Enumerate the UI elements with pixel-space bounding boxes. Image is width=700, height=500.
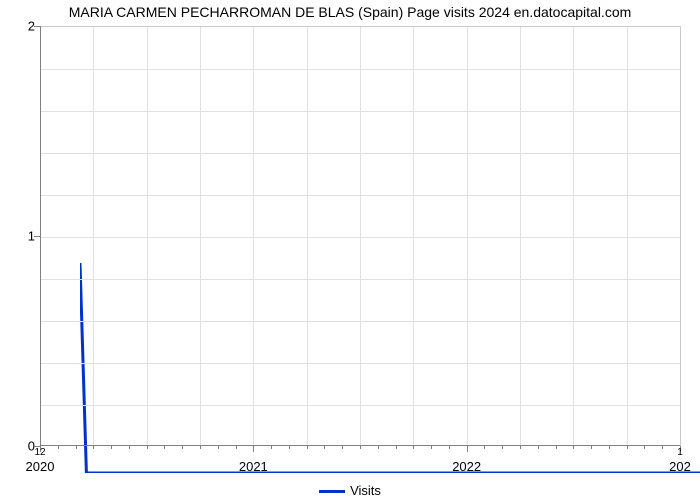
x-tick-minor-mark bbox=[467, 446, 468, 449]
x-tick-minor-mark bbox=[253, 446, 254, 449]
x-tick-minor-mark bbox=[236, 446, 237, 449]
grid-line-v bbox=[573, 27, 574, 447]
x-tick-minor-mark bbox=[324, 446, 325, 449]
x-tick-minor-mark bbox=[644, 446, 645, 449]
x-tick-minor-label-right: 1 bbox=[677, 447, 683, 458]
grid-line-v bbox=[253, 27, 254, 447]
x-tick-minor-mark bbox=[111, 446, 112, 449]
x-tick-minor-mark bbox=[413, 446, 414, 449]
x-tick-minor-mark bbox=[360, 446, 361, 449]
chart-container: MARIA CARMEN PECHARROMAN DE BLAS (Spain)… bbox=[0, 0, 700, 500]
legend-swatch bbox=[319, 490, 345, 493]
grid-line-v bbox=[360, 27, 361, 447]
x-tick-minor-mark bbox=[662, 446, 663, 449]
grid-line-v bbox=[467, 27, 468, 447]
x-tick-minor-mark bbox=[129, 446, 130, 449]
y-tick-mark bbox=[34, 26, 40, 27]
x-tick-minor-mark bbox=[520, 446, 521, 449]
x-tick-minor-mark bbox=[396, 446, 397, 449]
x-tick-minor-mark bbox=[342, 446, 343, 449]
x-tick-major-label: 202 bbox=[669, 459, 691, 474]
grid-line-v bbox=[307, 27, 308, 447]
x-tick-minor-mark bbox=[378, 446, 379, 449]
x-tick-minor-mark bbox=[609, 446, 610, 449]
x-tick-minor-mark bbox=[556, 446, 557, 449]
x-tick-minor-mark bbox=[93, 446, 94, 449]
legend-label: Visits bbox=[350, 483, 381, 498]
x-tick-minor-mark bbox=[289, 446, 290, 449]
x-tick-minor-mark bbox=[76, 446, 77, 449]
grid-line-v bbox=[627, 27, 628, 447]
x-tick-minor-mark bbox=[449, 446, 450, 449]
x-tick-major-label: 2022 bbox=[452, 459, 481, 474]
grid-line-v bbox=[93, 27, 94, 447]
x-tick-major-label: 2020 bbox=[26, 459, 55, 474]
x-tick-minor-mark bbox=[271, 446, 272, 449]
x-tick-minor-mark bbox=[307, 446, 308, 449]
x-tick-minor-label-left: 12 bbox=[34, 447, 45, 458]
grid-line-v bbox=[200, 27, 201, 447]
grid-line-v bbox=[413, 27, 414, 447]
x-tick-minor-mark bbox=[164, 446, 165, 449]
x-tick-minor-mark bbox=[147, 446, 148, 449]
x-tick-minor-mark bbox=[182, 446, 183, 449]
x-tick-minor-mark bbox=[431, 446, 432, 449]
x-tick-minor-mark bbox=[591, 446, 592, 449]
x-tick-minor-mark bbox=[58, 446, 59, 449]
data-line-visits bbox=[80, 53, 700, 473]
grid-line-v bbox=[520, 27, 521, 447]
x-tick-minor-mark bbox=[218, 446, 219, 449]
y-tick-mark bbox=[34, 236, 40, 237]
x-tick-minor-mark bbox=[200, 446, 201, 449]
x-tick-minor-mark bbox=[573, 446, 574, 449]
x-tick-minor-mark bbox=[627, 446, 628, 449]
y-axis-line bbox=[40, 26, 41, 446]
x-tick-major-label: 2021 bbox=[239, 459, 268, 474]
x-tick-minor-mark bbox=[538, 446, 539, 449]
chart-title: MARIA CARMEN PECHARROMAN DE BLAS (Spain)… bbox=[0, 4, 700, 20]
legend: Visits bbox=[0, 483, 700, 498]
x-tick-minor-mark bbox=[502, 446, 503, 449]
x-tick-minor-mark bbox=[484, 446, 485, 449]
grid-line-v bbox=[147, 27, 148, 447]
plot-area bbox=[40, 26, 681, 447]
